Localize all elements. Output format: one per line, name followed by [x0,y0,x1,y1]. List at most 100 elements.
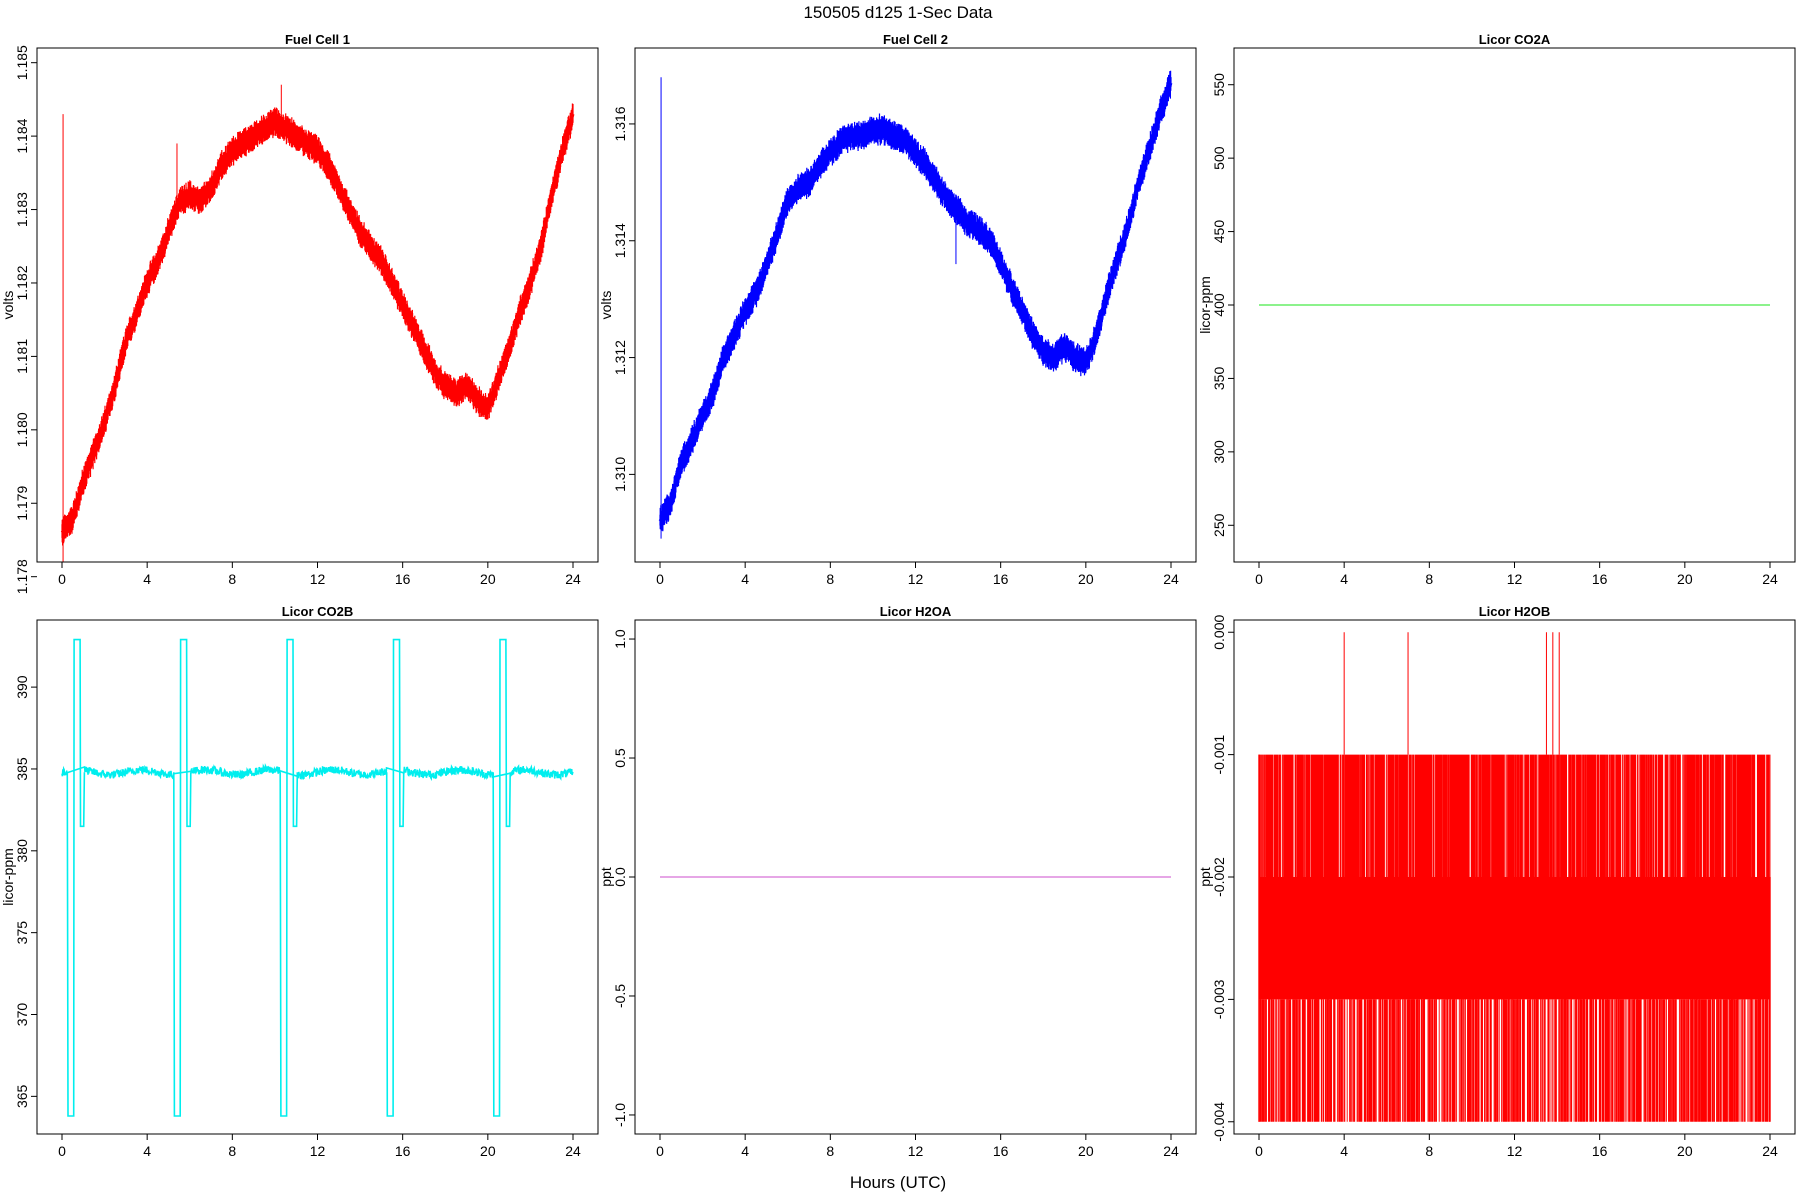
x-tick-label: 24 [1163,571,1179,587]
x-ticks: 0 4 8 12 16 20 24 [58,1134,581,1159]
y-axis-label: ppt [1197,867,1213,887]
x-tick-label: 0 [58,1143,66,1159]
y-tick-label: 400 [1211,293,1227,317]
y-tick-label: 1.183 [14,192,30,227]
y-tick-label: 1.0 [612,629,628,649]
y-tick-label: 1.314 [612,223,628,258]
y-axis-label: ppt [598,867,614,887]
plot-frame [634,47,1197,563]
plot-frame [1233,47,1796,563]
x-ticks: 0 4 8 12 16 20 24 [656,1134,1179,1159]
y-tick-label: -1.0 [612,1103,628,1127]
x-tick-label: 16 [395,1143,411,1159]
panel-title: Licor H2OB [1479,604,1551,619]
panel-title: Fuel Cell 2 [883,32,948,47]
panel-title: Fuel Cell 1 [285,32,350,47]
x-tick-label: 4 [741,571,749,587]
plot-area [658,70,1173,539]
series-line [658,82,1173,522]
x-tick-label: 0 [58,571,66,587]
x-tick-label: 8 [228,1143,236,1159]
x-tick-label: 4 [143,1143,151,1159]
y-tick-label: 1.181 [14,339,30,374]
y-tick-label: -0.5 [612,984,628,1008]
x-tick-label: 8 [1425,1143,1433,1159]
plot-frame [634,619,1197,1135]
panel-title: Licor CO2A [1479,32,1551,47]
series-band [61,103,574,546]
y-ticks: -0.004 -0.003 -0.002 -0.001 0.000 [1211,615,1234,1142]
x-tick-label: 8 [826,1143,834,1159]
x-tick-label: 12 [908,571,924,587]
x-tick-label: 20 [480,1143,496,1159]
y-tick-label: 1.184 [14,118,30,153]
y-axis-label: volts [0,291,16,320]
x-tick-label: 24 [565,571,581,587]
y-ticks: 250 300 350 400 450 500 550 [1211,73,1234,537]
x-tick-label: 12 [1507,571,1523,587]
x-tick-label: 4 [1340,571,1348,587]
y-tick-label: 500 [1211,146,1227,170]
x-tick-label: 12 [310,1143,326,1159]
y-axis-label: licor-ppm [0,848,16,906]
y-ticks: -1.0 -0.5 0.0 0.5 1.0 [612,629,635,1127]
y-tick-label: 550 [1211,73,1227,97]
x-tick-label: 24 [1762,571,1778,587]
x-tick-label: 0 [1255,571,1263,587]
y-tick-label: 1.180 [14,412,30,447]
panel-title: Licor CO2B [282,604,354,619]
x-tick-label: 16 [993,571,1009,587]
y-tick-label: 1.185 [14,45,30,80]
x-tick-label: 4 [1340,1143,1348,1159]
plot-frame [36,47,599,563]
series-line [60,113,575,534]
y-tick-label: 1.310 [612,457,628,492]
x-ticks: 0 4 8 12 16 20 24 [1255,1134,1778,1159]
x-tick-label: 20 [1677,571,1693,587]
x-tick-label: 24 [565,1143,581,1159]
x-tick-label: 8 [1425,571,1433,587]
y-tick-label: 370 [14,1003,30,1027]
figure-title: 150505 d125 1-Sec Data [803,3,993,22]
x-tick-label: 20 [1078,571,1094,587]
series-line [61,638,574,1117]
x-tick-label: 16 [1592,1143,1608,1159]
x-tick-label: 4 [741,1143,749,1159]
x-tick-label: 0 [656,1143,664,1159]
y-tick-label: 450 [1211,220,1227,244]
y-tick-label: 1.179 [14,486,30,521]
x-tick-label: 4 [143,571,151,587]
x-tick-label: 8 [228,571,236,587]
y-axis-label: volts [598,291,614,320]
x-tick-label: 24 [1762,1143,1778,1159]
x-tick-label: 0 [656,571,664,587]
plot-frame [36,619,599,1135]
x-tick-label: 12 [908,1143,924,1159]
plot-area [1258,632,1771,1122]
x-ticks: 0 4 8 12 16 20 24 [58,562,581,587]
x-tick-label: 20 [1078,1143,1094,1159]
x-tick-label: 16 [1592,571,1608,587]
plot-area [61,638,574,1117]
y-tick-label: 0.000 [1211,615,1227,650]
series-dense-band [1259,877,1770,1000]
y-tick-label: -0.004 [1211,1102,1227,1142]
y-tick-label: -0.002 [1211,857,1227,897]
plot-frame [1233,619,1796,1135]
y-axis-label: licor-ppm [1197,276,1213,334]
y-tick-label: -0.001 [1211,735,1227,775]
y-tick-label: 1.316 [612,106,628,141]
panel-5: Licor H2OA ppt 0 4 8 12 16 20 24 -1.0 -0.5 0.0 0.5 1.… [598,604,1197,1159]
x-axis-label: Hours (UTC) [850,1173,946,1192]
x-tick-label: 8 [826,571,834,587]
y-tick-label: 365 [14,1084,30,1108]
x-tick-label: 12 [310,571,326,587]
panel-3: Licor CO2A licor-ppm 0 4 8 12 16 20 24 250 300 350 4… [1197,32,1796,587]
